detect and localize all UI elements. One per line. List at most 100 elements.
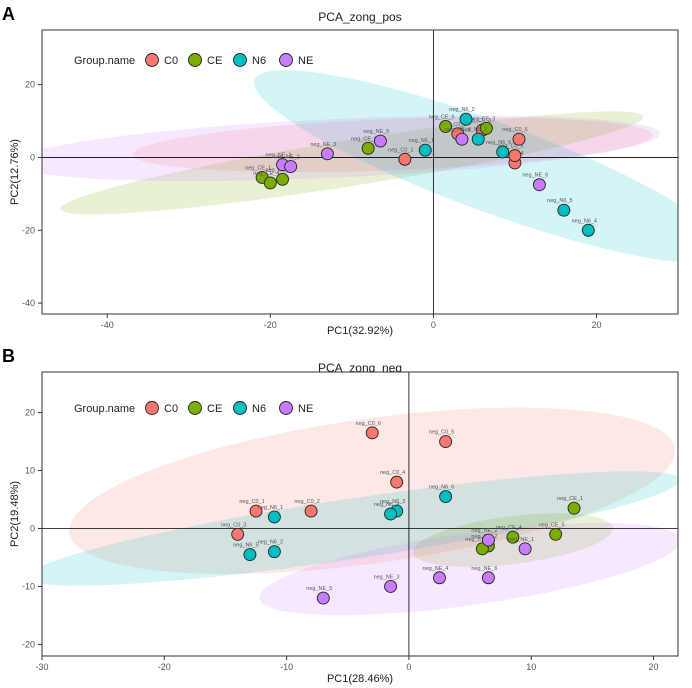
data-point [508,149,522,163]
plot-area: neg_C0_1 neg_C0_2 neg_C0_3 neg_C0_4 neg_C0_5… [42,372,678,656]
data-point [518,542,532,556]
legend-label-CE: CE [207,403,222,415]
data-point [373,134,387,148]
legend-title: Group.name [74,403,135,415]
point-label: neg_C0_1 [388,147,413,153]
point-label: neg_N6_6 [486,140,511,146]
point-label: neg_C0_5 [498,144,523,150]
point-label: neg_CE_4 [253,171,279,177]
point-label: neg_N6_4 [572,218,597,224]
data-point [267,510,281,524]
y-tick-label: -20 [22,225,35,235]
data-point [439,120,453,133]
y-axis-label: PC2(19.48%) [9,481,21,547]
legend-marker-NE [279,401,293,415]
panel-label: B [2,346,15,366]
data-point [475,542,489,556]
point-label: neg_NE_5 [363,129,389,135]
data-point [481,571,495,585]
point-label: neg_NE_2 [471,528,497,534]
x-tick-label: 20 [591,320,601,330]
data-point [316,591,330,605]
legend-marker-C0 [145,53,159,67]
data-point [267,545,281,559]
legend-marker-NE [279,53,293,67]
legend-label-C0: C0 [164,403,178,415]
point-label: neg_C0_1 [239,499,264,505]
data-point [471,132,485,146]
point-label: neg_N6_4 [374,502,399,508]
data-point [243,548,257,562]
x-axis-label: PC1(28.46%) [327,673,393,685]
data-point [384,579,398,593]
data-point [557,203,571,217]
point-label: neg_CE_5 [266,167,292,173]
point-label: neg_N6_5 [547,198,572,204]
point-label: neg_N6_5 [233,543,258,549]
point-label: neg_NE_4 [423,566,449,572]
data-point [398,152,412,166]
x-tick-label: -30 [35,662,48,672]
legend-marker-CE [188,401,202,415]
data-point [263,176,277,190]
data-point [439,490,453,504]
y-tick-label: 20 [25,408,35,418]
x-tick-label: -40 [101,320,114,330]
point-label: neg_NE_3 [310,142,336,148]
data-point [418,143,432,157]
point-label: neg_C0_3 [466,118,491,124]
point-label: neg_N6_6 [429,485,454,491]
data-point [433,571,446,585]
point-label: neg_CE_1 [245,165,271,171]
point-label: neg_N6_1 [258,505,283,511]
x-tick-label: 10 [526,662,536,672]
data-point [249,504,263,518]
point-label: neg_N6_2 [258,540,283,546]
data-point [481,533,495,547]
x-tick-label: 20 [649,662,659,672]
legend-marker-N6 [233,53,247,67]
ellipse-N6 [253,70,678,263]
data-point [361,141,375,155]
data-point [496,145,510,159]
point-label: neg_NE_6 [471,566,497,572]
y-tick-label: 20 [25,80,35,90]
point-label: neg_C0_5 [429,430,454,436]
legend-label-CE: CE [207,55,222,67]
data-point [567,501,581,515]
legend: Group.name C0 CE N6 NE [74,53,313,67]
data-point [365,426,379,440]
x-tick-label: 0 [406,662,411,672]
point-label: neg_N6_3 [380,499,405,505]
point-label: neg_NE_4 [445,127,471,133]
panel-label: A [2,4,15,24]
point-label: neg_NE_1 [508,537,534,543]
ellipse-CE [60,111,644,215]
point-label: neg_C0_6 [502,127,527,133]
point-label: neg_NE_5 [306,586,332,592]
y-tick-label: 10 [25,466,35,476]
y-axis-label: PC2(12.76%) [9,139,21,205]
data-point [390,475,404,489]
data-point [320,147,334,161]
legend-marker-N6 [233,401,247,415]
y-tick-label: 0 [30,152,35,162]
data-point [384,507,398,521]
ellipse-C0 [132,117,653,172]
plot-background [42,30,678,314]
point-label: neg_C0_3 [221,522,246,528]
y-tick-label: -40 [22,298,35,308]
point-label: neg_C0_2 [294,499,319,505]
point-label: neg_NE_2 [274,155,300,161]
point-label: neg_CE_4 [496,525,522,531]
ellipse-C0 [69,407,676,574]
legend-marker-C0 [145,401,159,415]
data-point [455,132,469,146]
point-label: neg_CE_1 [557,496,583,502]
point-label: neg_NE_1 [266,153,292,159]
point-label: neg_N6_1 [409,138,434,144]
point-label: neg_CE_3 [469,116,495,122]
x-tick-label: -20 [264,320,277,330]
point-label: neg_CE_3 [465,537,491,543]
